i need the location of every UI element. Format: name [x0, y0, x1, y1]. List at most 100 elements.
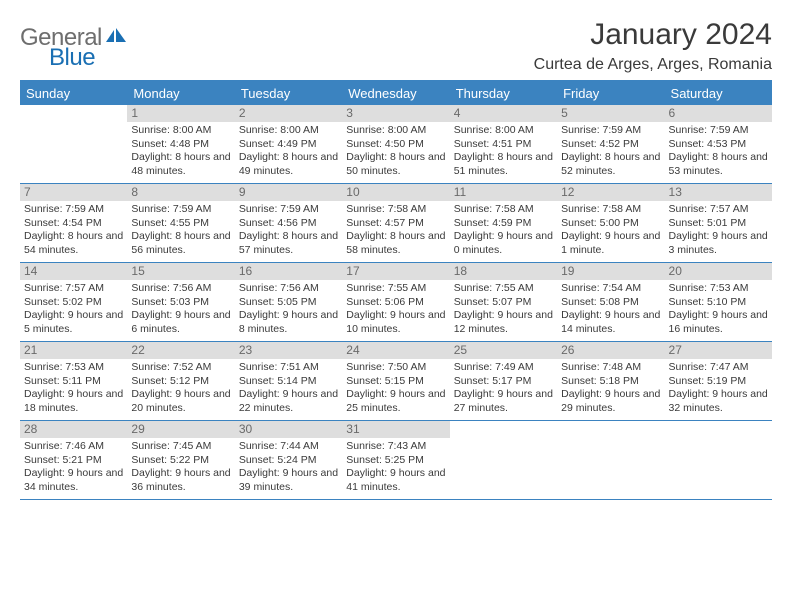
sunrise-text: Sunrise: 7:44 AM [239, 440, 338, 453]
logo-text-blue: Blue [49, 44, 95, 71]
day-cell: 7Sunrise: 7:59 AMSunset: 4:54 PMDaylight… [20, 184, 127, 262]
day-number-bar: 28 [20, 421, 127, 438]
day-number-bar: 27 [665, 342, 772, 359]
daylight-text: Daylight: 9 hours and 22 minutes. [239, 388, 338, 415]
day-number: 20 [669, 264, 682, 278]
daylight-text: Daylight: 9 hours and 39 minutes. [239, 467, 338, 494]
daylight-text: Daylight: 9 hours and 10 minutes. [346, 309, 445, 336]
day-number-bar: 19 [557, 263, 664, 280]
day-cell: 21Sunrise: 7:53 AMSunset: 5:11 PMDayligh… [20, 342, 127, 420]
daylight-text: Daylight: 9 hours and 41 minutes. [346, 467, 445, 494]
day-number: 25 [454, 343, 467, 357]
day-cell: 17Sunrise: 7:55 AMSunset: 5:06 PMDayligh… [342, 263, 449, 341]
sunset-text: Sunset: 5:25 PM [346, 454, 445, 467]
day-number-bar: 25 [450, 342, 557, 359]
day-number-bar: 18 [450, 263, 557, 280]
day-number-bar: 16 [235, 263, 342, 280]
sunrise-text: Sunrise: 7:57 AM [669, 203, 768, 216]
dow-sunday: Sunday [20, 82, 127, 105]
location-subtitle: Curtea de Arges, Arges, Romania [534, 56, 772, 74]
day-number: 7 [24, 185, 31, 199]
day-cell: 30Sunrise: 7:44 AMSunset: 5:24 PMDayligh… [235, 421, 342, 499]
sunset-text: Sunset: 4:57 PM [346, 217, 445, 230]
day-cell: 4Sunrise: 8:00 AMSunset: 4:51 PMDaylight… [450, 105, 557, 183]
day-number: 4 [454, 106, 461, 120]
day-cell: 27Sunrise: 7:47 AMSunset: 5:19 PMDayligh… [665, 342, 772, 420]
day-cell: 11Sunrise: 7:58 AMSunset: 4:59 PMDayligh… [450, 184, 557, 262]
sunset-text: Sunset: 5:19 PM [669, 375, 768, 388]
dow-saturday: Saturday [665, 82, 772, 105]
daylight-text: Daylight: 8 hours and 57 minutes. [239, 230, 338, 257]
day-number: 28 [24, 422, 37, 436]
day-cell: 19Sunrise: 7:54 AMSunset: 5:08 PMDayligh… [557, 263, 664, 341]
day-number: 11 [454, 185, 466, 199]
day-number: 15 [131, 264, 144, 278]
day-cell: 29Sunrise: 7:45 AMSunset: 5:22 PMDayligh… [127, 421, 234, 499]
sunset-text: Sunset: 5:11 PM [24, 375, 123, 388]
week-row: 7Sunrise: 7:59 AMSunset: 4:54 PMDaylight… [20, 184, 772, 263]
daylight-text: Daylight: 9 hours and 18 minutes. [24, 388, 123, 415]
day-number: 21 [24, 343, 37, 357]
sunrise-text: Sunrise: 7:45 AM [131, 440, 230, 453]
daylight-text: Daylight: 9 hours and 27 minutes. [454, 388, 553, 415]
sunrise-text: Sunrise: 7:58 AM [454, 203, 553, 216]
day-cell: 14Sunrise: 7:57 AMSunset: 5:02 PMDayligh… [20, 263, 127, 341]
sunset-text: Sunset: 5:02 PM [24, 296, 123, 309]
daylight-text: Daylight: 8 hours and 54 minutes. [24, 230, 123, 257]
sunset-text: Sunset: 5:03 PM [131, 296, 230, 309]
sunrise-text: Sunrise: 7:55 AM [346, 282, 445, 295]
dow-thursday: Thursday [450, 82, 557, 105]
day-number: 31 [346, 422, 359, 436]
sunrise-text: Sunrise: 7:59 AM [561, 124, 660, 137]
day-number-bar: 9 [235, 184, 342, 201]
day-number-bar: 8 [127, 184, 234, 201]
day-cell: 26Sunrise: 7:48 AMSunset: 5:18 PMDayligh… [557, 342, 664, 420]
logo-sail-icon [106, 28, 126, 49]
sunrise-text: Sunrise: 7:43 AM [346, 440, 445, 453]
day-number: 30 [239, 422, 252, 436]
day-cell: 1Sunrise: 8:00 AMSunset: 4:48 PMDaylight… [127, 105, 234, 183]
day-cell: 18Sunrise: 7:55 AMSunset: 5:07 PMDayligh… [450, 263, 557, 341]
day-number-bar: 13 [665, 184, 772, 201]
day-cell [450, 421, 557, 499]
daylight-text: Daylight: 9 hours and 20 minutes. [131, 388, 230, 415]
sunset-text: Sunset: 5:00 PM [561, 217, 660, 230]
calendar: Sunday Monday Tuesday Wednesday Thursday… [20, 80, 772, 500]
day-cell: 9Sunrise: 7:59 AMSunset: 4:56 PMDaylight… [235, 184, 342, 262]
daylight-text: Daylight: 8 hours and 56 minutes. [131, 230, 230, 257]
daylight-text: Daylight: 8 hours and 49 minutes. [239, 151, 338, 178]
day-number-bar: 3 [342, 105, 449, 122]
sunrise-text: Sunrise: 8:00 AM [239, 124, 338, 137]
day-number: 26 [561, 343, 574, 357]
day-number-bar: 23 [235, 342, 342, 359]
day-cell: 3Sunrise: 8:00 AMSunset: 4:50 PMDaylight… [342, 105, 449, 183]
sunset-text: Sunset: 4:51 PM [454, 138, 553, 151]
sunrise-text: Sunrise: 7:59 AM [669, 124, 768, 137]
day-number: 3 [346, 106, 353, 120]
day-number: 5 [561, 106, 568, 120]
daylight-text: Daylight: 8 hours and 52 minutes. [561, 151, 660, 178]
day-cell: 31 Sunrise: 7:43 AMSunset: 5:25 PMDayligh… [342, 421, 449, 499]
day-cell: 6Sunrise: 7:59 AMSunset: 4:53 PMDaylight… [665, 105, 772, 183]
day-cell [665, 421, 772, 499]
sunset-text: Sunset: 4:59 PM [454, 217, 553, 230]
day-number-bar: 11 [450, 184, 557, 201]
sunset-text: Sunset: 5:10 PM [669, 296, 768, 309]
day-number-bar: 30 [235, 421, 342, 438]
title-block: January 2024 Curtea de Arges, Arges, Rom… [534, 18, 772, 74]
daylight-text: Daylight: 9 hours and 8 minutes. [239, 309, 338, 336]
sunrise-text: Sunrise: 7:51 AM [239, 361, 338, 374]
sunrise-text: Sunrise: 7:46 AM [24, 440, 123, 453]
sunset-text: Sunset: 5:08 PM [561, 296, 660, 309]
day-number: 24 [346, 343, 359, 357]
day-number: 9 [239, 185, 246, 199]
sunrise-text: Sunrise: 8:00 AM [131, 124, 230, 137]
sunset-text: Sunset: 5:17 PM [454, 375, 553, 388]
sunset-text: Sunset: 5:21 PM [24, 454, 123, 467]
sunset-text: Sunset: 5:18 PM [561, 375, 660, 388]
sunrise-text: Sunrise: 7:47 AM [669, 361, 768, 374]
sunrise-text: Sunrise: 7:59 AM [239, 203, 338, 216]
sunrise-text: Sunrise: 7:59 AM [131, 203, 230, 216]
day-number: 1 [131, 106, 138, 120]
day-number-bar: 31 [342, 421, 449, 438]
